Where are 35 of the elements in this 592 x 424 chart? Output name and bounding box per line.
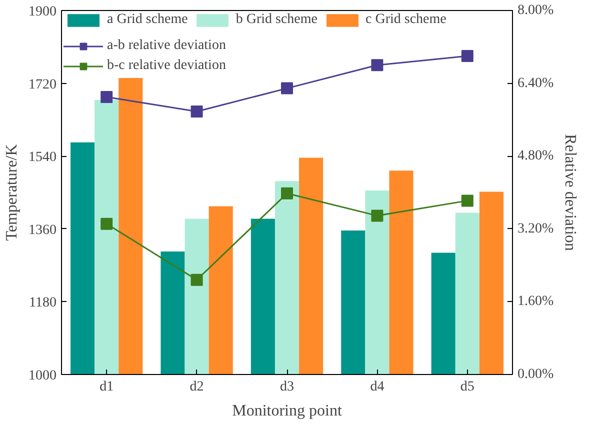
y2-tick-label: 0.00% xyxy=(518,367,554,382)
y2-tick-label: 3.20% xyxy=(518,221,554,236)
y2-tick-label: 8.00% xyxy=(518,3,554,18)
point xyxy=(281,82,293,94)
x-tick-label: d4 xyxy=(370,380,384,394)
y-tick-label: 1540 xyxy=(28,150,56,166)
y2-tick-label: 1.60% xyxy=(518,294,554,310)
legend-label: b Grid scheme xyxy=(236,12,318,28)
legend-label: a Grid scheme xyxy=(107,12,188,28)
y2-tick-label: 6.40% xyxy=(518,76,554,91)
y-axis-title: Temperature/K xyxy=(4,144,20,241)
x-tick-label: d5 xyxy=(460,380,474,394)
legend-label: c Grid scheme xyxy=(366,12,446,28)
x-axis-title: Monitoring point xyxy=(232,402,342,420)
y-tick-label: 1180 xyxy=(29,296,57,311)
y2-axis-title: Relative deviation xyxy=(562,134,579,251)
y-tick-label: 1000 xyxy=(28,368,56,384)
y-tick-label: 1900 xyxy=(28,4,56,20)
y2-tick-label: 4.80% xyxy=(518,148,554,164)
legend-label: b-c relative deviation xyxy=(107,58,226,74)
x-tick-label: d3 xyxy=(280,380,294,394)
point xyxy=(190,106,203,118)
y-tick-label: 1360 xyxy=(28,222,56,238)
point xyxy=(100,218,113,230)
x-tick-label: d2 xyxy=(190,380,204,394)
point xyxy=(281,187,293,200)
point xyxy=(371,59,384,72)
point xyxy=(190,274,203,286)
point xyxy=(371,210,384,222)
legend-label: a-b relative deviation xyxy=(107,38,226,54)
point xyxy=(461,50,474,62)
point xyxy=(461,194,474,207)
x-tick-label: d1 xyxy=(100,380,114,394)
point xyxy=(100,90,113,103)
y-tick-label: 1720 xyxy=(28,77,56,92)
